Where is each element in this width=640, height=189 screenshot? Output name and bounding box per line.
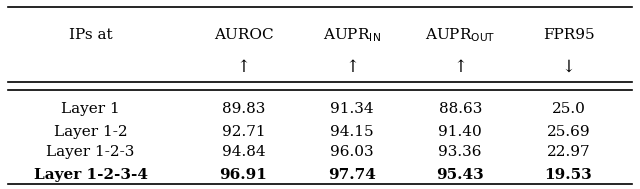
Text: 94.15: 94.15 bbox=[330, 125, 374, 139]
Text: ↑: ↑ bbox=[237, 59, 250, 76]
Text: Layer 1-2-3-4: Layer 1-2-3-4 bbox=[33, 168, 148, 182]
Text: 96.91: 96.91 bbox=[220, 168, 268, 182]
Text: 92.71: 92.71 bbox=[221, 125, 266, 139]
Text: 25.69: 25.69 bbox=[547, 125, 590, 139]
Text: 88.63: 88.63 bbox=[438, 102, 482, 116]
Text: 96.03: 96.03 bbox=[330, 145, 374, 159]
Text: 91.40: 91.40 bbox=[438, 125, 482, 139]
Text: 95.43: 95.43 bbox=[436, 168, 484, 182]
Text: AUPR$_\mathrm{OUT}$: AUPR$_\mathrm{OUT}$ bbox=[425, 26, 495, 44]
Text: AUPR$_\mathrm{IN}$: AUPR$_\mathrm{IN}$ bbox=[323, 26, 381, 44]
Text: 22.97: 22.97 bbox=[547, 145, 590, 159]
Text: 97.74: 97.74 bbox=[328, 168, 376, 182]
Text: 19.53: 19.53 bbox=[545, 168, 593, 182]
Text: ↑: ↑ bbox=[453, 59, 467, 76]
Text: Layer 1-2-3: Layer 1-2-3 bbox=[47, 145, 135, 159]
Text: FPR95: FPR95 bbox=[543, 28, 595, 42]
Text: 91.34: 91.34 bbox=[330, 102, 374, 116]
Text: IPs at: IPs at bbox=[68, 28, 113, 42]
Text: ↑: ↑ bbox=[345, 59, 359, 76]
Text: 93.36: 93.36 bbox=[438, 145, 482, 159]
Text: AUROC: AUROC bbox=[214, 28, 273, 42]
Text: ↓: ↓ bbox=[561, 59, 575, 76]
Text: 25.0: 25.0 bbox=[552, 102, 586, 116]
Text: Layer 1-2: Layer 1-2 bbox=[54, 125, 127, 139]
Text: 94.84: 94.84 bbox=[221, 145, 266, 159]
Text: Layer 1: Layer 1 bbox=[61, 102, 120, 116]
Text: 89.83: 89.83 bbox=[222, 102, 265, 116]
